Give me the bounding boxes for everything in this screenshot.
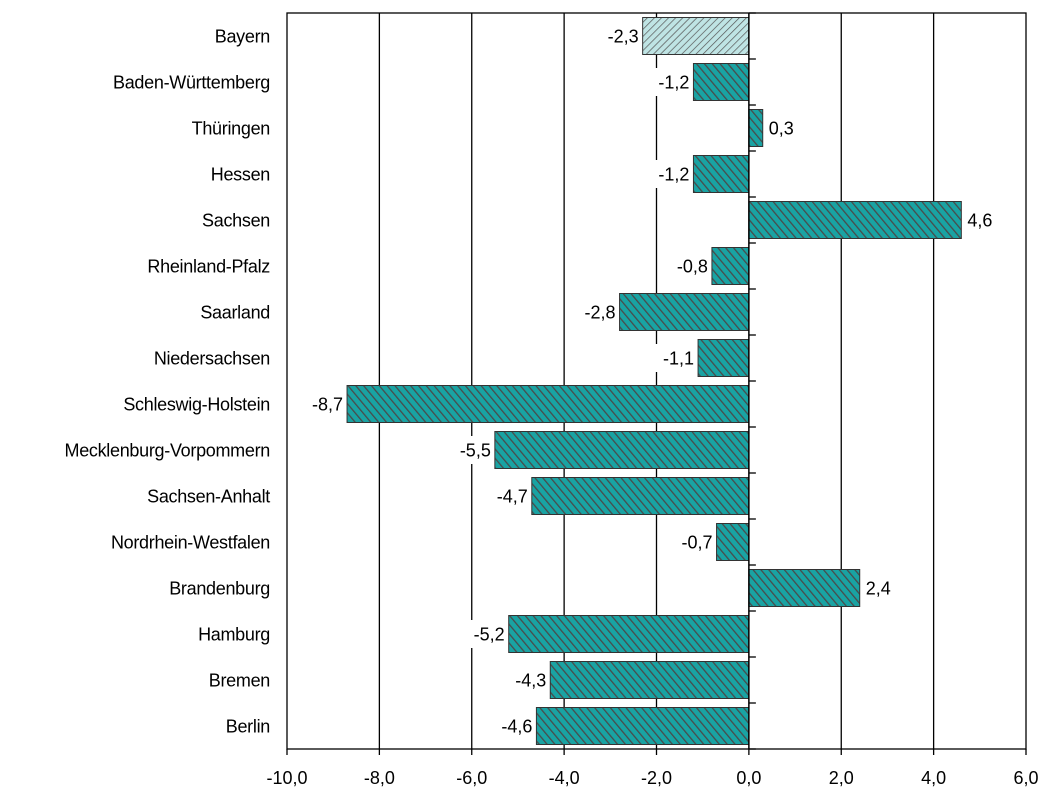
- bar-schleswig-holstein: [346, 385, 750, 423]
- category-label: Mecklenburg-Vorpommern: [65, 441, 271, 461]
- bar-saarland: [619, 293, 750, 331]
- data-label: -2,3: [608, 27, 639, 47]
- data-label: -4,6: [501, 717, 532, 737]
- category-label: Schleswig-Holstein: [123, 395, 270, 415]
- bar-hamburg: [508, 615, 750, 653]
- category-label: Sachsen: [202, 211, 270, 231]
- data-label: -5,5: [460, 441, 491, 461]
- bar-sachsen-anhalt: [531, 477, 750, 515]
- x-tick-label: -4,0: [549, 768, 580, 788]
- category-label: Berlin: [226, 717, 270, 737]
- bar-sachsen: [748, 201, 962, 239]
- category-label: Niedersachsen: [154, 349, 270, 369]
- data-label: -1,2: [658, 165, 689, 185]
- data-label: 4,6: [967, 211, 992, 231]
- category-label: Nordrhein-Westfalen: [111, 533, 270, 553]
- bar-mecklenburg-vorpommern: [494, 431, 750, 469]
- x-tick-label: -10,0: [266, 768, 307, 788]
- data-label: 0,3: [769, 119, 794, 139]
- data-label: -4,3: [515, 671, 546, 691]
- category-label: Bremen: [209, 671, 270, 691]
- bar-berlin: [535, 707, 750, 745]
- bar-baden-württemberg: [692, 63, 750, 101]
- category-label: Hessen: [211, 165, 270, 185]
- x-tick-label: 6,0: [1013, 768, 1038, 788]
- x-tick-label: -6,0: [456, 768, 487, 788]
- data-label: -8,7: [312, 395, 343, 415]
- data-label: -2,8: [585, 303, 616, 323]
- category-label: Hamburg: [198, 625, 270, 645]
- x-tick-label: -8,0: [364, 768, 395, 788]
- x-tick-label: 4,0: [921, 768, 946, 788]
- category-label: Rheinland-Pfalz: [147, 257, 270, 277]
- x-tick-label: -2,0: [641, 768, 672, 788]
- data-label: -5,2: [474, 625, 505, 645]
- bar-brandenburg: [748, 569, 861, 607]
- bar-nordrhein-westfalen: [716, 523, 750, 561]
- category-label: Baden-Württemberg: [113, 73, 270, 93]
- category-label: Brandenburg: [169, 579, 270, 599]
- data-label: -4,7: [497, 487, 528, 507]
- bar-bayern: [642, 17, 750, 55]
- bar-niedersachsen: [697, 339, 750, 377]
- bar-bremen: [549, 661, 750, 699]
- category-label: Thüringen: [192, 119, 270, 139]
- bar-rheinland-pfalz: [711, 247, 750, 285]
- data-label: -1,1: [663, 349, 694, 369]
- category-label: Saarland: [200, 303, 270, 323]
- data-label: -0,7: [682, 533, 713, 553]
- data-label: -1,2: [658, 73, 689, 93]
- data-label: -0,8: [677, 257, 708, 277]
- category-label: Sachsen-Anhalt: [147, 487, 270, 507]
- x-tick-label: 0,0: [736, 768, 761, 788]
- data-label: 2,4: [866, 579, 891, 599]
- bar-hessen: [692, 155, 750, 193]
- x-tick-label: 2,0: [829, 768, 854, 788]
- category-label: Bayern: [215, 27, 270, 47]
- bar-thüringen: [748, 109, 764, 147]
